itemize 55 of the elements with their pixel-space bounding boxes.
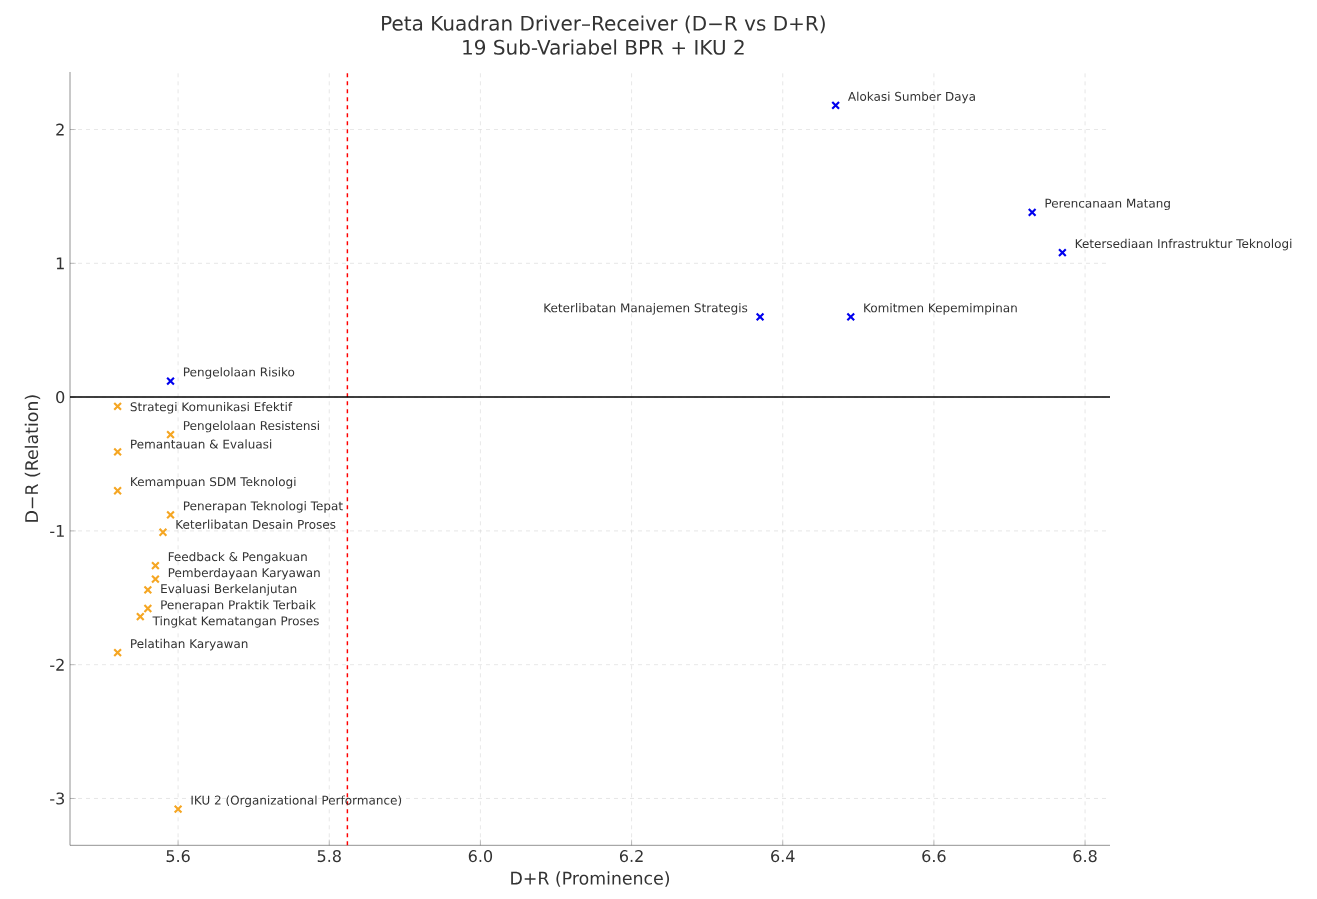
annotation: Pengelolaan Risiko xyxy=(183,367,295,379)
annotation: Penerapan Praktik Terbaik xyxy=(161,600,316,612)
annotation: Komitmen Kepemimpinan xyxy=(864,303,1017,315)
point xyxy=(150,574,160,584)
point xyxy=(113,648,123,658)
point xyxy=(1057,248,1067,258)
annotation: Pemberdayaan Karyawan xyxy=(168,567,320,580)
annotation: Pemantauan & Evaluasi xyxy=(131,439,272,449)
point xyxy=(113,447,123,457)
y-axis-title: D−R (Relation) xyxy=(24,395,41,522)
annotation: Alokasi Sumber Daya xyxy=(847,91,975,104)
annotation: Penerapan Teknologi Tepat xyxy=(183,501,343,513)
annotation: Kemampuan SDM Teknologi xyxy=(131,476,296,489)
point xyxy=(135,612,145,621)
y-tick-label: -3 xyxy=(50,792,65,805)
y-tick-label: 1 xyxy=(56,257,64,270)
x-tick-label: 6.0 xyxy=(468,850,493,863)
point xyxy=(1027,208,1037,217)
point xyxy=(755,312,765,322)
point xyxy=(113,402,123,411)
annotation: Ketersediaan Infrastruktur Teknologi xyxy=(1075,238,1292,251)
y-tick-label: 2 xyxy=(56,123,64,136)
point xyxy=(143,604,153,613)
annotation: Feedback & Pengakuan xyxy=(168,551,307,564)
annotation: IKU 2 (Organizational Performance) xyxy=(191,795,402,807)
annotation: Keterlibatan Desain Proses xyxy=(176,519,336,529)
point xyxy=(158,527,168,537)
x-tick-label: 5.8 xyxy=(317,850,341,863)
annotation: Evaluasi Berkelanjutan xyxy=(161,583,297,596)
point xyxy=(831,100,841,110)
point xyxy=(113,486,123,496)
x-tick-label: 6.6 xyxy=(922,850,946,863)
chart-title: Peta Kuadran Driver–Receiver (D−R vs D+R) xyxy=(382,15,825,34)
x-tick-label: 6.2 xyxy=(619,850,643,863)
y-tick-label: -2 xyxy=(50,658,64,671)
point xyxy=(846,312,856,322)
x-tick-label: 5.6 xyxy=(166,850,190,863)
point xyxy=(166,510,175,520)
x-tick-label: 6.8 xyxy=(1073,850,1097,863)
point xyxy=(150,561,160,571)
point xyxy=(143,585,153,595)
y-tick-label: -1 xyxy=(50,525,64,537)
x-tick-label: 6.4 xyxy=(771,850,795,863)
annotation: Keterlibatan Manajemen Strategis xyxy=(544,303,748,315)
point xyxy=(173,804,183,814)
annotation: Tingkat Kematangan Proses xyxy=(152,616,319,628)
y-tick-label: 0 xyxy=(56,391,65,404)
annotation: Perencanaan Matang xyxy=(1045,198,1170,211)
annotation: Strategi Komunikasi Efektif xyxy=(130,402,293,414)
point xyxy=(166,376,175,386)
x-axis-title: D+R (Prominence) xyxy=(511,871,670,887)
annotation: Pengelolaan Resistensi xyxy=(183,420,319,433)
chart-subtitle: 19 Sub-Variabel BPR + IKU 2 xyxy=(463,39,744,55)
point xyxy=(166,430,175,440)
annotation: Pelatihan Karyawan xyxy=(131,638,248,651)
